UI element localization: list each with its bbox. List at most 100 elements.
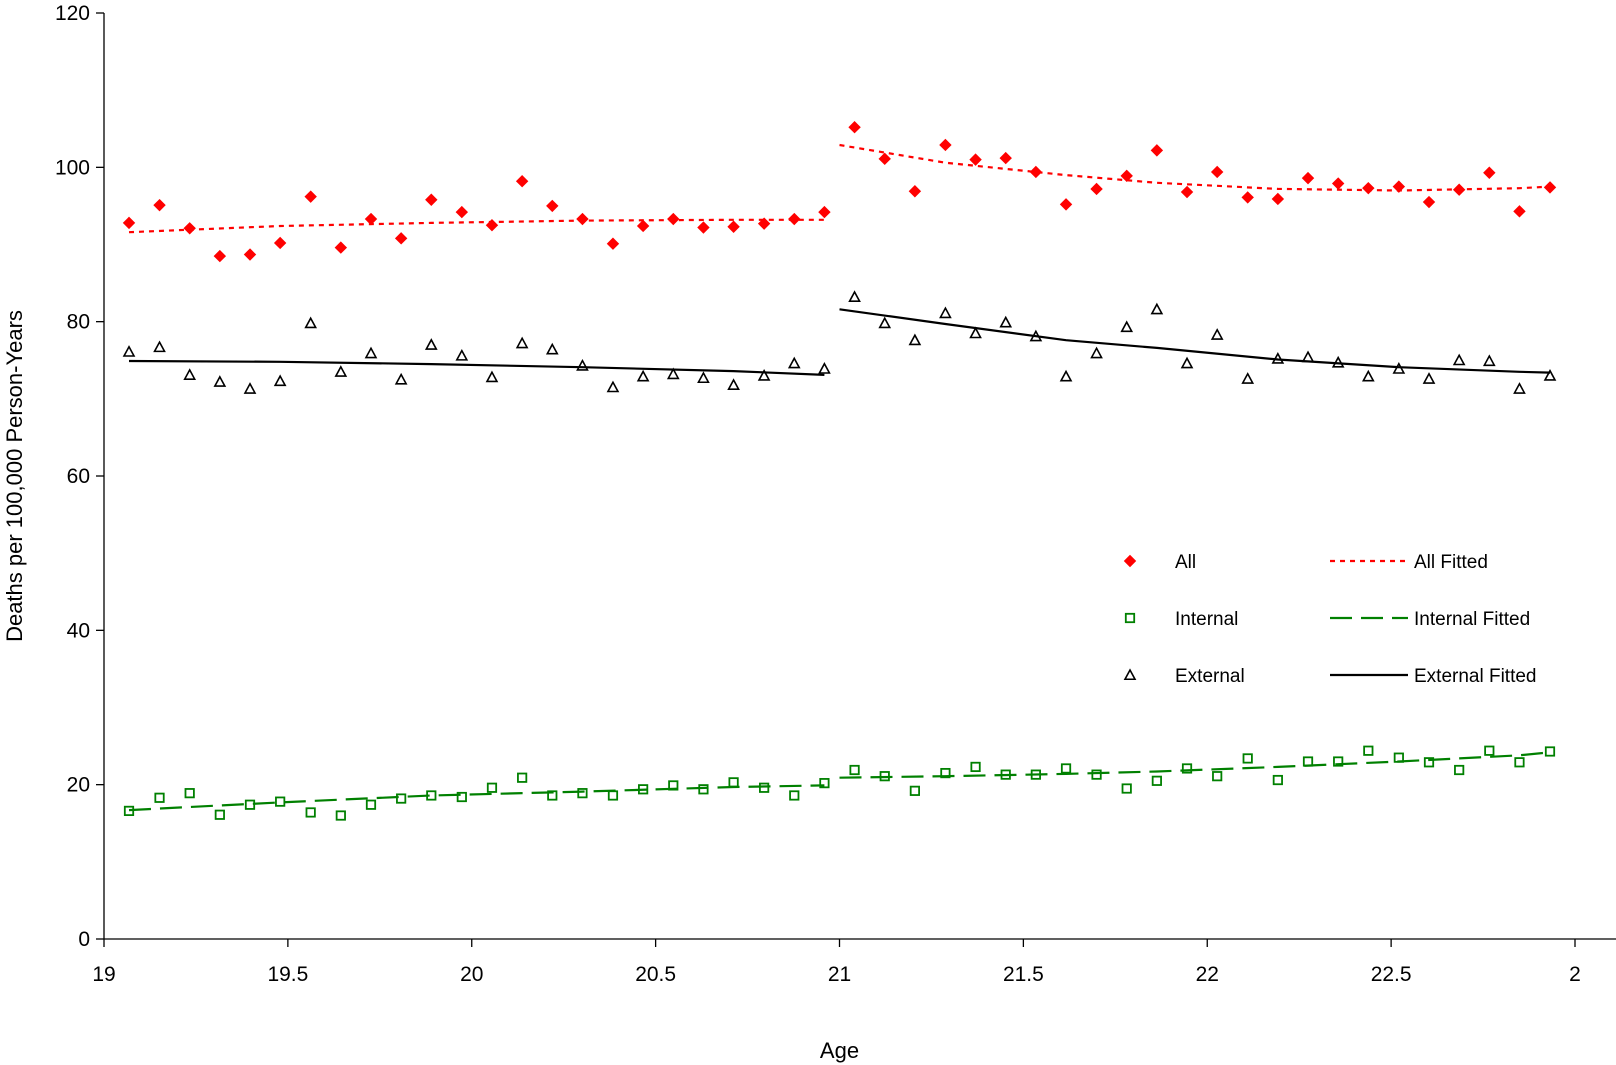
- internal-point: [1454, 764, 1465, 776]
- all-point: [667, 212, 680, 226]
- internal-point: [1151, 775, 1162, 786]
- y-tick-label: 40: [67, 619, 90, 642]
- external-point: [1180, 356, 1194, 369]
- external-point: [485, 370, 499, 383]
- internal-point: [335, 810, 346, 821]
- external-point: [878, 316, 892, 329]
- external-point: [122, 345, 136, 357]
- external-point: [999, 315, 1013, 328]
- all-point: [1059, 198, 1073, 211]
- internal-point: [184, 788, 195, 799]
- x-tick-label: 22.5: [1371, 963, 1412, 986]
- internal-point: [244, 799, 256, 810]
- external-point: [153, 340, 166, 353]
- external-point: [1029, 329, 1043, 342]
- all-point: [788, 212, 801, 226]
- internal-point: [1302, 756, 1314, 767]
- external-point: [1241, 372, 1255, 384]
- internal-point: [819, 778, 830, 789]
- all-point: [1513, 205, 1526, 218]
- external-point: [424, 338, 438, 350]
- all-point: [1180, 185, 1194, 199]
- external-point: [545, 342, 559, 355]
- legend-internal-label: Internal: [1175, 609, 1238, 630]
- legend-external-fitted-label: External Fitted: [1414, 666, 1537, 687]
- all-point: [213, 249, 227, 263]
- all-point: [1543, 181, 1557, 194]
- external-point: [666, 367, 680, 380]
- internal-point: [1212, 771, 1223, 782]
- external-point: [727, 378, 740, 390]
- all-point: [848, 120, 861, 134]
- external-point: [1452, 353, 1466, 366]
- all-point: [1392, 180, 1406, 193]
- all-point: [1150, 144, 1164, 157]
- all-point: [999, 151, 1012, 165]
- external-point: [183, 368, 197, 380]
- external-point: [787, 356, 801, 369]
- internal-point: [1000, 769, 1011, 780]
- legend: All All Fitted Internal Internal Fitted Exte…: [1123, 552, 1537, 687]
- external-point: [908, 333, 922, 346]
- legend-all-label: All: [1175, 552, 1196, 573]
- y-tick-label: 60: [67, 465, 90, 488]
- all-point: [364, 212, 378, 226]
- all-point: [515, 175, 529, 188]
- internal-point: [698, 784, 709, 795]
- internal-point: [1544, 746, 1556, 757]
- external-point: [213, 375, 227, 387]
- all-fitted-line-segment: [128, 218, 825, 234]
- internal-point: [577, 788, 588, 799]
- external-point: [1120, 320, 1134, 333]
- external-point: [304, 316, 318, 329]
- internal-point: [123, 805, 135, 817]
- internal-point: [547, 790, 558, 801]
- all-point: [243, 248, 257, 261]
- internal-point: [728, 777, 739, 788]
- all-fitted-line-segment: [839, 143, 1551, 192]
- all-point: [153, 198, 166, 212]
- all-point: [1452, 183, 1466, 196]
- all-point: [1362, 181, 1375, 195]
- internal-point: [668, 780, 679, 791]
- internal-point: [426, 790, 437, 801]
- x-axis-title: Age: [820, 1038, 859, 1063]
- all-point: [334, 241, 348, 254]
- legend-all-fitted-label: All Fitted: [1414, 552, 1488, 573]
- all-point: [1271, 192, 1285, 206]
- external-point: [697, 371, 710, 384]
- internal-point: [638, 784, 649, 795]
- external-point: [455, 348, 469, 361]
- external-point: [1543, 369, 1557, 381]
- external-point: [636, 369, 650, 382]
- internal-point: [1060, 763, 1072, 774]
- all-point: [455, 205, 469, 219]
- internal-point: [1514, 757, 1525, 768]
- all-point: [636, 219, 650, 233]
- internal-point: [1423, 757, 1435, 768]
- all-point: [273, 236, 287, 250]
- x-tick-label: 21: [828, 963, 851, 986]
- external-point: [1392, 362, 1406, 374]
- legend-internal-marker: [1124, 612, 1136, 624]
- all-point: [818, 205, 831, 219]
- legend-external-marker: [1123, 668, 1137, 681]
- internal-point: [1272, 774, 1283, 786]
- internal-point: [517, 772, 528, 783]
- legend-all-marker: [1123, 554, 1137, 568]
- y-tick-label: 0: [78, 928, 90, 951]
- internal-point: [486, 782, 498, 793]
- external-fitted-line-segment: [839, 308, 1551, 374]
- external-point: [1090, 346, 1103, 359]
- all-point: [1210, 165, 1224, 179]
- external-point: [606, 380, 620, 393]
- internal-point: [1363, 745, 1374, 756]
- internal-point: [1091, 769, 1102, 780]
- y-tick-label: 80: [67, 311, 90, 334]
- legend-external-label: External: [1175, 666, 1245, 687]
- all-point: [576, 212, 589, 226]
- internal-point: [1333, 756, 1344, 767]
- external-point: [364, 346, 378, 359]
- internal-point: [970, 761, 981, 773]
- y-ticks: 0 20 40 60 80 100 120: [55, 2, 104, 951]
